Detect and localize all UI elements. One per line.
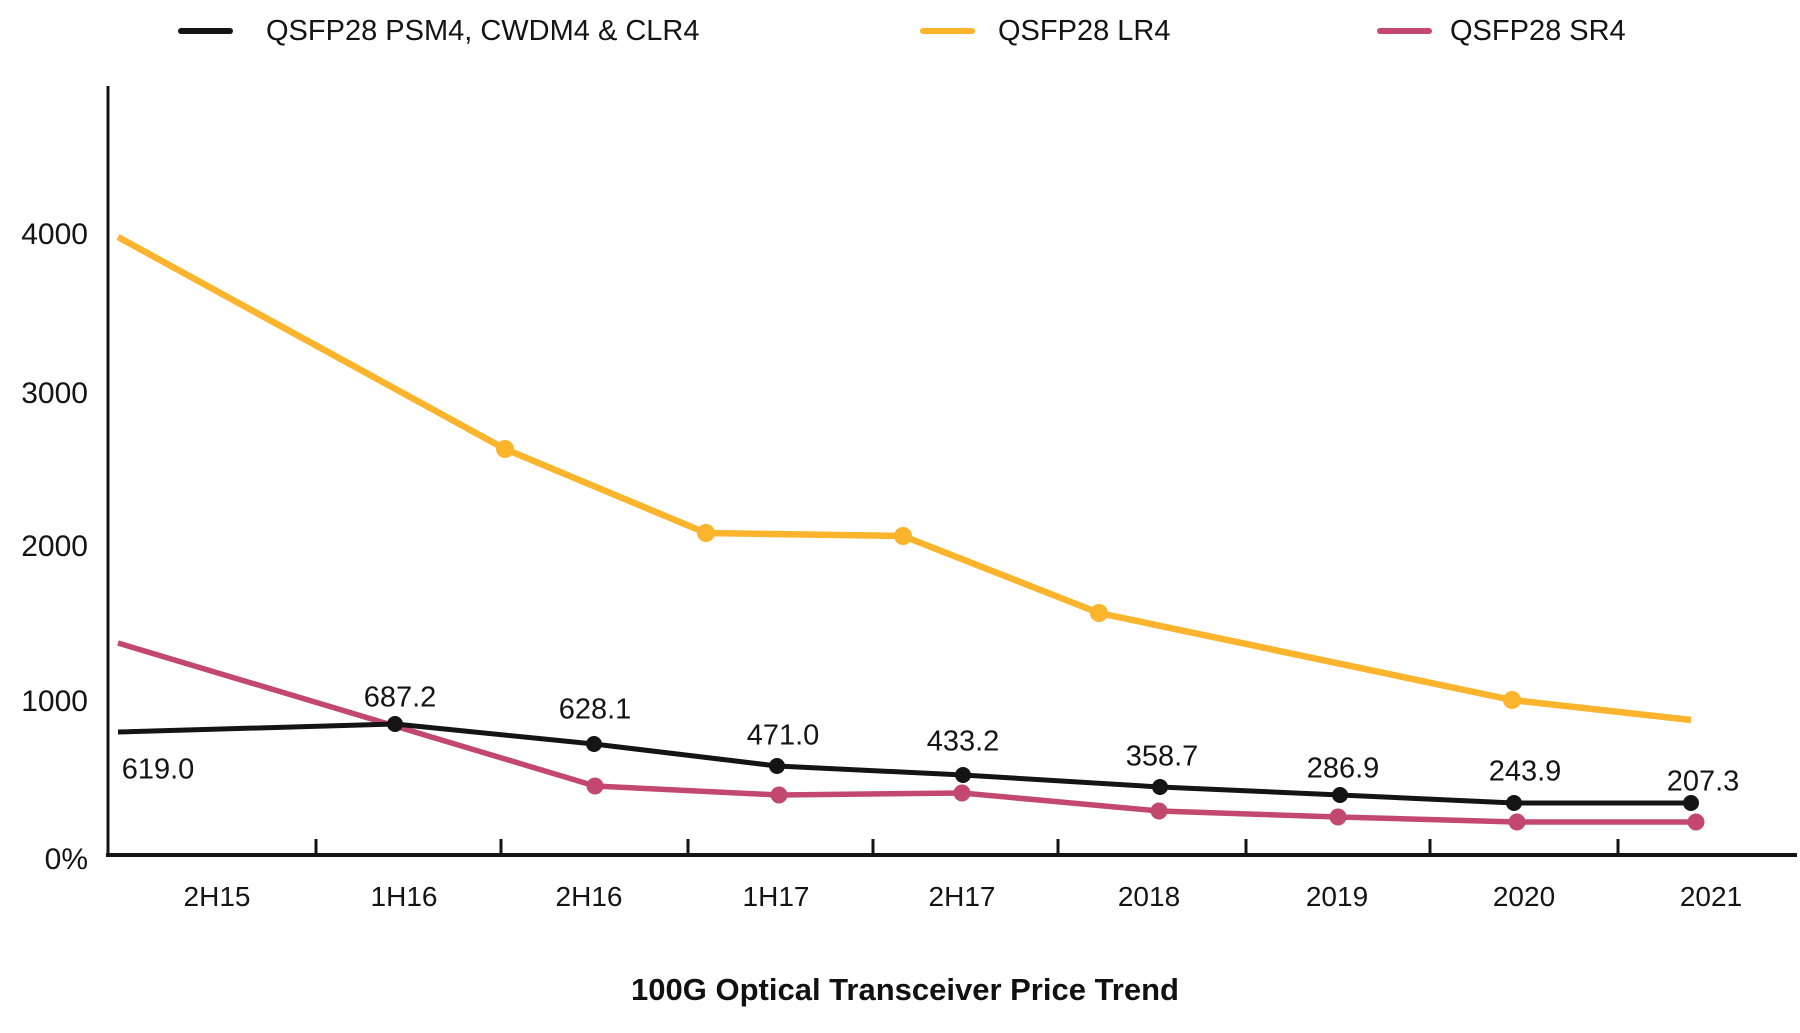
data-point-marker bbox=[769, 758, 785, 774]
x-axis-label: 2H17 bbox=[928, 881, 996, 912]
data-label: 243.9 bbox=[1488, 755, 1562, 788]
data-point-marker bbox=[1150, 802, 1168, 820]
y-axis-label: 4000 bbox=[21, 218, 88, 251]
data-point-marker bbox=[1683, 795, 1699, 811]
legend-label: QSFP28 PSM4, CWDM4 & CLR4 bbox=[266, 14, 700, 47]
data-label: 628.1 bbox=[558, 693, 632, 726]
data-point-marker bbox=[387, 716, 403, 732]
line-series bbox=[116, 234, 1692, 724]
data-label: 619.0 bbox=[121, 753, 195, 786]
line-series bbox=[117, 640, 1696, 825]
data-point-marker bbox=[496, 440, 514, 458]
data-label: 286.9 bbox=[1306, 752, 1380, 785]
data-point-marker bbox=[1090, 604, 1108, 622]
data-point-marker bbox=[1687, 813, 1705, 831]
data-point-marker bbox=[770, 786, 788, 804]
data-label: 471.0 bbox=[746, 719, 820, 752]
data-point-marker bbox=[1508, 813, 1526, 831]
legend-swatch-black-line-icon bbox=[178, 28, 233, 34]
legend-label: QSFP28 SR4 bbox=[1450, 14, 1626, 47]
chart-title: 100G Optical Transceiver Price Trend bbox=[631, 972, 1179, 1007]
x-axis-label: 2021 bbox=[1679, 881, 1743, 912]
data-label: 358.7 bbox=[1125, 740, 1199, 773]
x-axis-label: 2019 bbox=[1305, 881, 1369, 912]
x-axis-label: 2H15 bbox=[183, 881, 251, 912]
legend-swatch-yellow-line-icon bbox=[920, 28, 975, 34]
legend-label: QSFP28 LR4 bbox=[998, 14, 1171, 47]
legend-item-lr4: QSFP28 LR4 bbox=[920, 0, 1170, 62]
data-label: 433.2 bbox=[926, 725, 1000, 758]
legend-swatch-pink-line-icon bbox=[1377, 28, 1432, 34]
data-point-marker bbox=[894, 527, 912, 545]
data-point-marker bbox=[1329, 808, 1347, 826]
data-point-marker bbox=[955, 767, 971, 783]
data-point-marker bbox=[586, 736, 602, 752]
x-axis-label: 2018 bbox=[1117, 881, 1181, 912]
x-axis-label: 2H16 bbox=[555, 881, 623, 912]
legend: QSFP28 PSM4, CWDM4 & CLR4 QSFP28 LR4 QSF… bbox=[0, 0, 1800, 62]
data-point-marker bbox=[1152, 779, 1168, 795]
y-axis-label: 2000 bbox=[21, 530, 88, 563]
data-label: 687.2 bbox=[363, 681, 437, 714]
data-point-marker bbox=[697, 524, 715, 542]
data-label: 207.3 bbox=[1666, 765, 1740, 798]
data-point-marker bbox=[1332, 787, 1348, 803]
y-axis-label: 3000 bbox=[21, 377, 88, 410]
y-axis-label: 1000 bbox=[21, 685, 88, 718]
data-point-marker bbox=[1503, 691, 1521, 709]
data-point-marker bbox=[953, 784, 971, 802]
x-axis-label: 1H17 bbox=[742, 881, 810, 912]
legend-item-sr4: QSFP28 SR4 bbox=[1377, 0, 1626, 62]
data-point-marker bbox=[1506, 795, 1522, 811]
data-point-marker bbox=[586, 777, 604, 795]
x-axis-label: 1H16 bbox=[370, 881, 438, 912]
x-axis-label: 2020 bbox=[1492, 881, 1556, 912]
legend-item-psm4-cwdm4-clr4: QSFP28 PSM4, CWDM4 & CLR4 bbox=[178, 0, 700, 62]
y-axis-label: 0% bbox=[44, 843, 88, 876]
